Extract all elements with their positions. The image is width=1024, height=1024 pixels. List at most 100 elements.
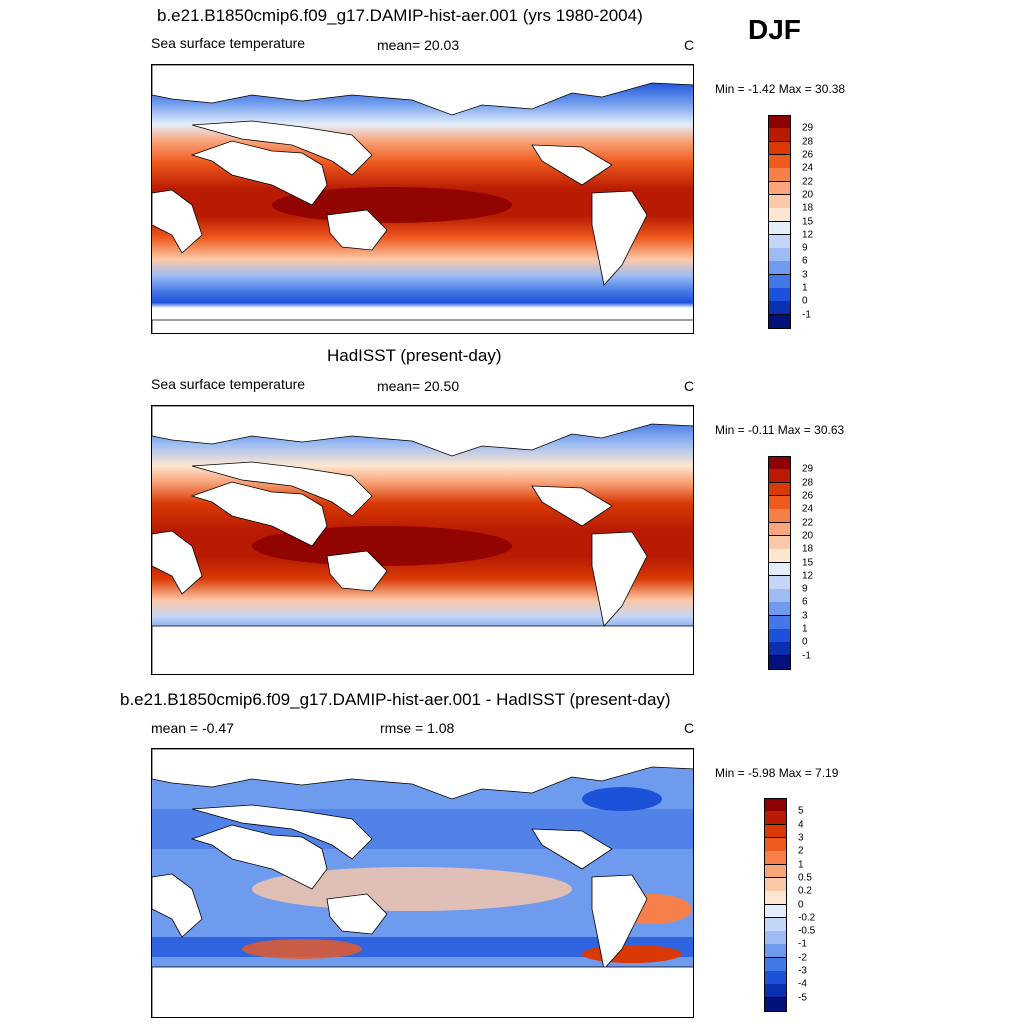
panel3-colorbar-swatch [764,944,787,959]
panel1-colorbar-swatch [768,274,791,289]
panel3-colorbar-swatch [764,851,787,866]
panel2-colorbar-tick-label: 6 [802,596,808,608]
panel2-variable-label: Sea surface temperature [151,376,306,392]
panel1-colorbar-tick-label: 29 [802,122,814,134]
panel3-colorbar-swatch [764,864,787,879]
panel1-colorbar-tick-label: 22 [802,176,814,188]
panel1-map [151,64,694,334]
panel3-colorbar-swatch [764,798,787,812]
panel3-colorbar-tick-label: 1 [798,859,804,871]
panel1-colorbar-swatch [768,115,791,129]
panel2-colorbar-tick-label: 26 [802,490,814,502]
panel1-title: b.e21.B1850cmip6.f09_g17.DAMIP-hist-aer.… [157,6,643,25]
panel1-colorbar-swatch [768,168,791,183]
panel3-colorbar-tick-label: -0.2 [798,912,816,924]
panel2-mean-label: mean= 20.50 [377,378,460,394]
panel2-colorbar-swatch [768,615,791,630]
panel1-colorbar-tick-label: 9 [802,242,808,254]
panel2-colorbar-tick-label: 20 [802,530,814,542]
panel3-colorbar-swatch [764,837,787,852]
panel3-colorbar-tick-label: 0.2 [798,885,812,897]
panel2-colorbar-tick-label: -1 [802,650,811,662]
panel2-minmax-label: Min = -0.11 Max = 30.63 [715,423,845,437]
panel3-colorbar-swatch [764,824,787,839]
panel3-colorbar-tick-label: 0.5 [798,872,812,884]
panel3-map [151,748,694,1018]
panel3-colorbar-swatch [764,811,787,826]
panel2-colorbar-tick-label: 9 [802,583,808,595]
panel1-colorbar-swatch [768,301,791,316]
panel1-map-field [152,65,693,333]
panel1-colorbar-swatch [768,208,791,222]
panel3-colorbar-swatch [764,877,787,892]
panel2-colorbar-tick-label: 12 [802,570,814,582]
panel3-colorbar-swatch [764,984,787,999]
panel2-colorbar-tick-label: 18 [802,543,814,555]
panel1-minmax-label: Min = -1.42 Max = 30.38 [715,82,846,96]
panel1-colorbar-swatch [768,181,791,196]
panel2-colorbar-tick-label: 15 [802,557,814,568]
panel2-colorbar: 29 28 26 24 22 20 18 15 12 9 6 3 1 0 -1 [768,456,828,670]
panel3-map-field [152,749,693,1017]
panel1-colorbar-tick-label: 18 [802,202,814,214]
panel3-colorbar-swatch [764,971,787,985]
panel2-colorbar-swatch [768,629,791,643]
panel3-unit-label: C [684,720,695,736]
panel1-colorbar-tick-label: 26 [802,149,814,161]
season-label: DJF [748,14,801,45]
panel3-colorbar-swatch [764,904,787,919]
panel1-colorbar-swatch [768,261,791,276]
panel2-colorbar-swatch [768,495,791,510]
panel1-colorbar-swatch [768,141,791,156]
panel3-title: b.e21.B1850cmip6.f09_g17.DAMIP-hist-aer.… [120,690,671,709]
panel3-colorbar: 5 4 3 2 1 0.5 0.2 0 -0.2 -0.5 -1 -2 -3 -4 -5 [764,798,824,1012]
panel3-colorbar-tick-label: 2 [798,845,804,857]
panel2-unit-label: C [684,378,695,394]
panel3-colorbar-swatch [764,931,787,945]
panel2-colorbar-swatch [768,509,791,524]
panel3-colorbar-tick-label: -1 [798,938,807,950]
panel2-colorbar-swatch [768,562,791,577]
panel3-colorbar-tick-label: 0 [798,899,804,910]
panel2-colorbar-swatch [768,589,791,603]
panel2-colorbar-swatch [768,655,791,670]
panel3-rmse-label: rmse = 1.08 [380,720,455,736]
panel2-map-field [152,406,693,674]
panel3-minmax-label: Min = -5.98 Max = 7.19 [715,766,839,780]
panel3-colorbar-tick-label: 5 [798,805,804,817]
panel3-mean-label: mean = -0.47 [151,720,234,736]
panel2-colorbar-swatch [768,482,791,497]
panel1-colorbar-swatch [768,314,791,329]
panel1-colorbar-tick-label: 6 [802,255,808,267]
panel1-colorbar-tick-label: 12 [802,229,814,241]
panel2-colorbar-swatch [768,549,791,563]
panel1-colorbar-swatch [768,154,791,169]
panel1-colorbar: 29 28 26 24 22 20 18 15 12 9 6 3 1 0 -1 [768,115,828,329]
panel2-colorbar-tick-label: 29 [802,463,814,475]
panel3-colorbar-swatch [764,997,787,1012]
panel3-colorbar-tick-label: 3 [798,832,804,844]
panel2-colorbar-tick-label: 24 [802,503,814,515]
panel1-colorbar-tick-label: 20 [802,189,814,201]
panel2-colorbar-swatch [768,469,791,484]
panel1-colorbar-tick-label: 3 [802,269,808,281]
panel1-colorbar-swatch [768,128,791,143]
panel2-map [151,405,694,675]
panel1-colorbar-tick-label: 28 [802,136,814,148]
panel2-colorbar-swatch [768,602,791,617]
panel1-colorbar-tick-label: 1 [802,282,808,294]
panel2-colorbar-swatch [768,575,791,590]
panel1-variable-label: Sea surface temperature [151,35,306,51]
panel2-colorbar-tick-label: 28 [802,477,814,489]
panel2-colorbar-swatch [768,522,791,537]
panel3-colorbar-swatch [764,891,787,905]
panel2-colorbar-swatch [768,535,791,550]
panel3-colorbar-tick-label: -5 [798,992,807,1004]
panel3-colorbar-tick-label: 4 [798,819,804,831]
panel2-title: HadISST (present-day) [327,346,502,365]
panel1-colorbar-swatch [768,248,791,262]
panel3-colorbar-tick-label: -3 [798,965,807,977]
panel1-colorbar-tick-label: 24 [802,162,814,174]
panel2-colorbar-tick-label: 0 [802,636,808,648]
panel2-colorbar-tick-label: 1 [802,623,808,635]
